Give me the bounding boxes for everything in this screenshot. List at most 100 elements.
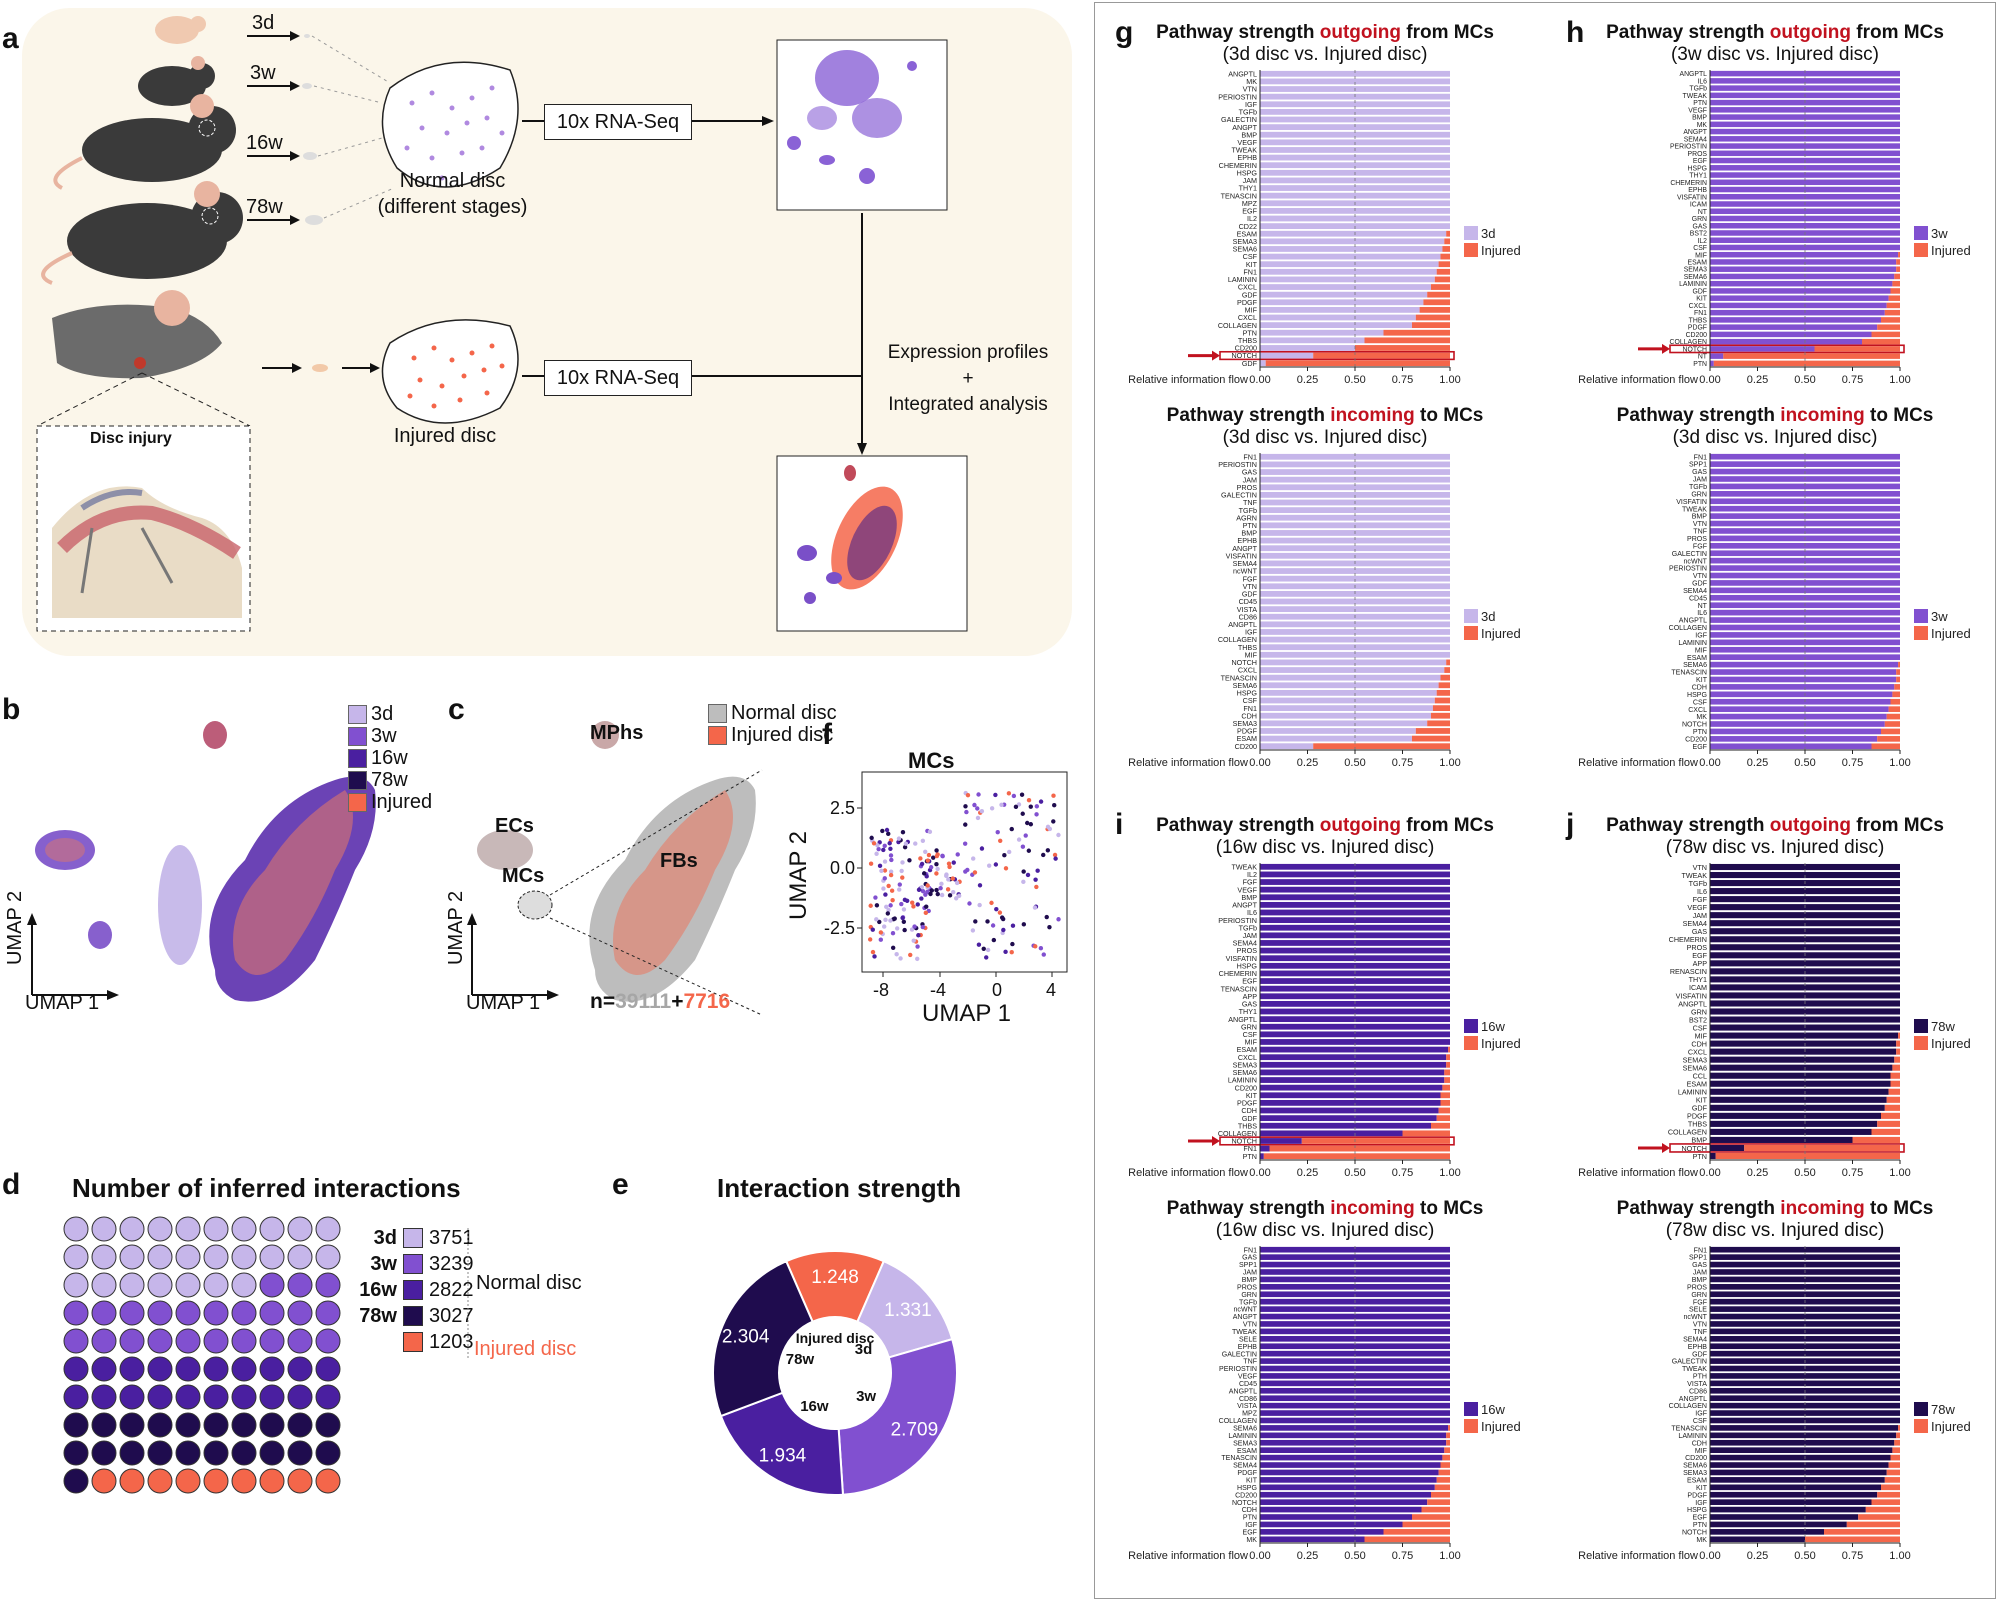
- category-label: THY1: [1239, 1007, 1257, 1016]
- x-axis-label: Relative information flow: [1128, 1550, 1248, 1562]
- category-label: COLLAGEN: [1219, 1418, 1257, 1425]
- donut-chart: 1.248 1.331 3d 2.709 3w 1.934 16w 2.304 78w Injur…: [712, 1250, 958, 1496]
- bar-BMP-78w: [1710, 1136, 1853, 1143]
- category-label: GAS: [1242, 1255, 1257, 1262]
- bar-NT-injured: [1723, 353, 1900, 359]
- bar-PDGF-injured: [1877, 1491, 1900, 1498]
- bar-TENASCIN-3d: [1260, 674, 1441, 681]
- umap-f-cell: [1001, 927, 1006, 933]
- bar-PDGF-injured: [1415, 728, 1450, 734]
- umap-f-cell: [990, 923, 996, 928]
- bar-VTN-78w: [1710, 1321, 1900, 1327]
- normal-disc-group-label: Normal disc: [476, 1272, 582, 1294]
- legend-label-injured: Injured: [1931, 1036, 1971, 1051]
- bar-TENASCIN-78w: [1710, 1425, 1899, 1431]
- category-label: THBS: [1238, 336, 1257, 345]
- legend-c-normal-label: Normal disc: [731, 702, 837, 724]
- category-label: TGFb: [1239, 1299, 1257, 1306]
- umap-f-cell: [882, 859, 888, 864]
- umap-f-cell: [1021, 879, 1026, 885]
- waffle-dot-16w: [119, 1356, 145, 1382]
- category-label: VTN: [1243, 582, 1257, 591]
- bar-IL6-3w: [1710, 78, 1900, 84]
- category-label: ncWNT: [1233, 567, 1258, 576]
- integration-caption: Expression profiles + Integrated analysi…: [868, 340, 1068, 418]
- waffle-dot-3d: [315, 1216, 341, 1242]
- umap-f-cell: [1038, 799, 1044, 804]
- category-label: TWEAK: [1683, 93, 1708, 100]
- category-label: BST2: [1689, 1015, 1707, 1024]
- umap-f-cell: [991, 937, 997, 943]
- x-tick-label: 0.00: [1699, 1550, 1720, 1562]
- bar-MK-injured: [1886, 713, 1900, 720]
- waffle-dot-3d: [259, 1216, 285, 1242]
- bar-TWEAK-16w: [1260, 863, 1450, 870]
- category-label: KIT: [1696, 1485, 1708, 1492]
- umap-f-cell: [962, 841, 968, 846]
- bar-TENASCIN-injured: [1896, 669, 1900, 675]
- normal-bracket: [467, 1228, 469, 1358]
- bar-SPP1-78w: [1710, 1254, 1900, 1260]
- category-label: CHEMERIN: [1669, 935, 1707, 944]
- bar-NOTCH-3w: [1710, 346, 1815, 352]
- bar-APP-78w: [1710, 960, 1900, 967]
- waffle-dot-3d: [63, 1216, 89, 1242]
- bar-TGFb-3d: [1260, 507, 1450, 514]
- bar-EPHB-3d: [1260, 537, 1450, 544]
- cluster-label-fbs: FBs: [660, 850, 698, 872]
- bar-PDGF-3d: [1260, 728, 1416, 734]
- bar-SEMA6-injured: [1442, 246, 1450, 252]
- bar-CD200-16w: [1260, 1084, 1443, 1091]
- umap-f-cell: [867, 937, 873, 942]
- bar-CD200-3d: [1260, 345, 1355, 351]
- umap-f-cell: [1028, 804, 1033, 809]
- category-label: FGF: [1243, 878, 1258, 887]
- category-label: GAS: [1242, 468, 1257, 477]
- category-label: CHEMERIN: [1219, 161, 1257, 170]
- bar-CD200-3w: [1710, 736, 1878, 742]
- category-label: CSF: [1693, 1023, 1708, 1032]
- waffle-legend-category: 16w: [359, 1278, 397, 1301]
- bar-SEMA6-16w: [1260, 1425, 1449, 1431]
- stage-label-16w: 16w: [246, 132, 283, 154]
- waffle-dot-Injured: [203, 1468, 229, 1494]
- umap-f-cell: [878, 937, 884, 942]
- umap-f-cell: [873, 895, 878, 900]
- bar-PDGF-3w: [1710, 324, 1878, 330]
- category-label: PDGF: [1688, 325, 1707, 332]
- pathway-panels-frame: [1094, 2, 1996, 1599]
- swatch-16w: [348, 749, 367, 769]
- category-label: CSF: [1693, 245, 1707, 252]
- category-label: PDGF: [1237, 298, 1258, 307]
- category-label: VTN: [1693, 1322, 1707, 1329]
- bar-GRN-78w: [1710, 1008, 1900, 1015]
- category-label: IGF: [1695, 633, 1707, 640]
- category-label: GALECTIN: [1222, 1351, 1257, 1358]
- category-label: GDF: [1242, 359, 1258, 368]
- bar-ANGPT-3d: [1260, 124, 1450, 131]
- bar-KIT-78w: [1710, 1484, 1881, 1491]
- bar-CDH-injured: [1894, 684, 1900, 690]
- category-label: COLLAGEN: [1669, 1403, 1707, 1410]
- pathway-chart-plot: ANGPTLIL6TGFbTWEAKPTNVEGFBMPMKANGPTSEMA4…: [1578, 70, 1971, 386]
- legend-b-3d: 3d: [348, 703, 432, 725]
- bar-GDF-injured: [1890, 288, 1900, 294]
- notch-highlight-box: [1219, 1136, 1455, 1146]
- category-label: HSPG: [1687, 1507, 1707, 1514]
- umap-f-cell: [939, 892, 945, 898]
- waffle-legend-3w: 3w 3239: [355, 1251, 473, 1277]
- waffle-dot-16w: [259, 1356, 285, 1382]
- waffle-dot-78w: [147, 1440, 173, 1466]
- umap-f-cell: [870, 927, 875, 932]
- bar-ncWNT-16w: [1260, 1306, 1450, 1312]
- bar-FN1-16w: [1260, 1246, 1450, 1253]
- bar-KIT-16w: [1260, 1092, 1441, 1099]
- umap-f-cell: [976, 792, 981, 797]
- umap-f-cell: [878, 930, 884, 935]
- bar-SEMA3-injured: [1444, 238, 1450, 245]
- umap-f-cell: [1052, 803, 1057, 808]
- umap-f-cell: [1020, 844, 1026, 849]
- umap-f-cell: [879, 868, 884, 873]
- umap-f-cell: [882, 843, 887, 849]
- category-label: CHEMERIN: [1670, 180, 1707, 187]
